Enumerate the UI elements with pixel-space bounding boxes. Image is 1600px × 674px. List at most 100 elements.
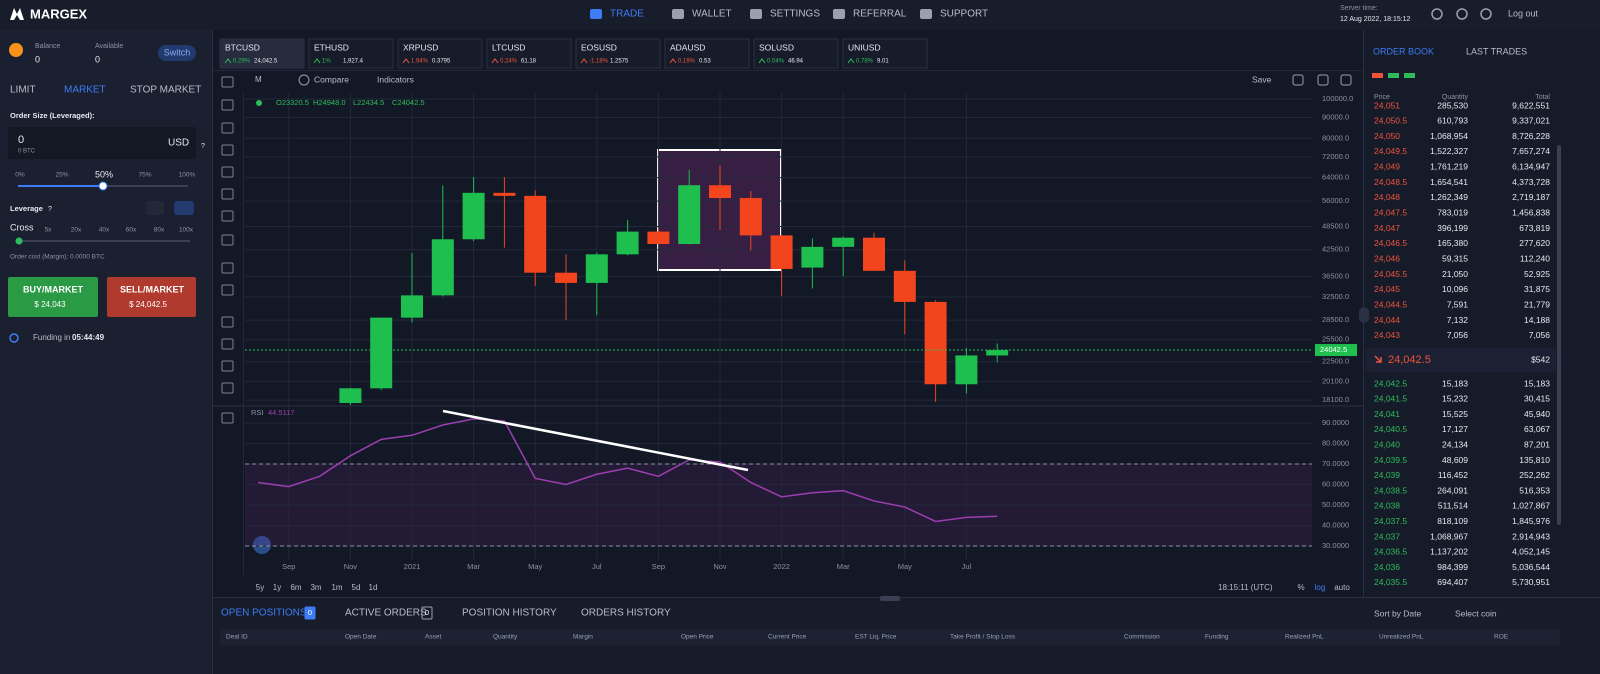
sell-button[interactable]: [107, 277, 196, 317]
order-size-input[interactable]: [8, 127, 196, 159]
ticker-box[interactable]: [486, 38, 572, 69]
candle-body: [585, 254, 608, 283]
timeframe[interactable]: 6m: [290, 583, 301, 592]
scale-option[interactable]: auto: [1334, 583, 1350, 592]
scale-option[interactable]: %: [1297, 583, 1304, 592]
ticker-box[interactable]: [308, 38, 394, 69]
book-total: 252,262: [1519, 470, 1550, 480]
toolbar-icon[interactable]: [1317, 74, 1329, 86]
leverage-help: ?: [48, 206, 52, 213]
positions-column: Open Price: [681, 634, 714, 641]
rsi-legend-name: RSI: [251, 408, 264, 417]
book-quantity: 15,525: [1442, 409, 1468, 419]
ticker-box[interactable]: [575, 38, 661, 69]
tool-icon[interactable]: [221, 234, 234, 246]
tool-icon[interactable]: [221, 338, 234, 350]
timeframe[interactable]: 1y: [273, 583, 281, 592]
tool-icon[interactable]: [221, 316, 234, 328]
tool-icon[interactable]: [221, 122, 234, 134]
tool-icon[interactable]: [221, 412, 234, 424]
book-tab[interactable]: ORDER BOOK: [1373, 46, 1434, 56]
nav-link[interactable]: WALLET: [692, 9, 732, 20]
tool-icon[interactable]: [221, 144, 234, 156]
book-price: 24,036: [1374, 562, 1400, 572]
leverage-mark: 20x: [71, 227, 82, 234]
nav-link[interactable]: SUPPORT: [940, 9, 988, 20]
resize-handle[interactable]: [880, 596, 900, 601]
book-price: 24,035.5: [1374, 577, 1407, 587]
book-total: 63,067: [1524, 424, 1550, 434]
ticker-symbol: SOLUSD: [759, 42, 794, 52]
book-tab[interactable]: LAST TRADES: [1466, 46, 1527, 56]
order-size: 0: [18, 134, 24, 146]
timeframe[interactable]: 1m: [331, 583, 342, 592]
timeframe[interactable]: 1d: [369, 583, 378, 592]
tool-icon[interactable]: [221, 360, 234, 372]
candle-body: [955, 355, 978, 385]
candle-body: [647, 231, 670, 245]
ticker-box[interactable]: [219, 38, 305, 69]
positions-tab[interactable]: OPEN POSITIONS: [221, 608, 307, 619]
timeframe[interactable]: 3m: [310, 583, 321, 592]
sort-select[interactable]: Sort by Date: [1374, 608, 1422, 618]
ticker-change: 1%: [322, 59, 331, 65]
ohlc-legend: H24948.0: [313, 98, 346, 107]
timeframe[interactable]: 5y: [256, 583, 264, 592]
book-total: 6,134,947: [1512, 162, 1550, 172]
buy-button[interactable]: [8, 277, 98, 317]
positions-header: [220, 629, 1560, 645]
tool-icon[interactable]: [221, 210, 234, 222]
book-view-icon: [1372, 73, 1383, 78]
tool-icon[interactable]: [221, 284, 234, 296]
switch-button[interactable]: [158, 45, 196, 61]
order-tab[interactable]: STOP MARKET: [130, 85, 201, 96]
ticker-box[interactable]: [397, 38, 483, 69]
positions-tab[interactable]: ACTIVE ORDERS: [345, 608, 427, 619]
collapse-button[interactable]: [1359, 307, 1369, 323]
x-tick-label: Nov: [713, 562, 727, 571]
leverage-handle[interactable]: [15, 237, 23, 245]
toolbar-icon[interactable]: [1340, 74, 1352, 86]
book-price: 24,047: [1374, 223, 1400, 233]
count-badge: [304, 606, 316, 620]
ticker-symbol: ETHUSD: [314, 42, 349, 52]
ticker-change: 1.94%: [411, 59, 429, 65]
tool-icon[interactable]: [221, 76, 234, 88]
interval[interactable]: M: [255, 75, 262, 84]
order-tab[interactable]: MARKET: [64, 85, 106, 96]
nav-link[interactable]: SETTINGS: [770, 9, 820, 20]
save[interactable]: Save: [1252, 74, 1272, 84]
ticker-box[interactable]: [753, 38, 839, 69]
logout[interactable]: Log out: [1508, 8, 1539, 18]
book-price: 24,045.5: [1374, 269, 1407, 279]
buy-label: BUY/MARKET: [23, 284, 84, 294]
tool-icon[interactable]: [221, 166, 234, 178]
book-price: 24,042.5: [1374, 378, 1407, 388]
compare[interactable]: Compare: [314, 74, 349, 84]
tool-icon[interactable]: [221, 262, 234, 274]
coin-select[interactable]: Select coin: [1455, 608, 1497, 618]
leverage-mark: 5x: [45, 227, 53, 234]
positions-tab[interactable]: POSITION HISTORY: [462, 608, 557, 619]
x-tick-label: May: [528, 562, 542, 571]
nav-link[interactable]: TRADE: [610, 9, 644, 20]
timeframe[interactable]: 5d: [352, 583, 361, 592]
ticker-box[interactable]: [664, 38, 750, 69]
book-price: 24,048: [1374, 192, 1400, 202]
slider-handle[interactable]: [98, 181, 108, 191]
edit-button[interactable]: [146, 201, 164, 215]
view-button[interactable]: [174, 201, 194, 215]
positions-tab[interactable]: ORDERS HISTORY: [581, 608, 671, 619]
toolbar-icon[interactable]: [1292, 74, 1304, 86]
tool-icon[interactable]: [221, 188, 234, 200]
scale-option[interactable]: log: [1315, 583, 1326, 592]
ohlc-legend: L22434.5: [353, 98, 384, 107]
order-tab[interactable]: LIMIT: [10, 85, 36, 96]
book-total: 9,337,021: [1512, 116, 1550, 126]
nav-link[interactable]: REFERRAL: [853, 9, 907, 20]
indicators[interactable]: Indicators: [377, 74, 414, 84]
ticker-box[interactable]: [842, 38, 928, 69]
tool-icon[interactable]: [221, 99, 234, 111]
tool-icon[interactable]: [221, 382, 234, 394]
